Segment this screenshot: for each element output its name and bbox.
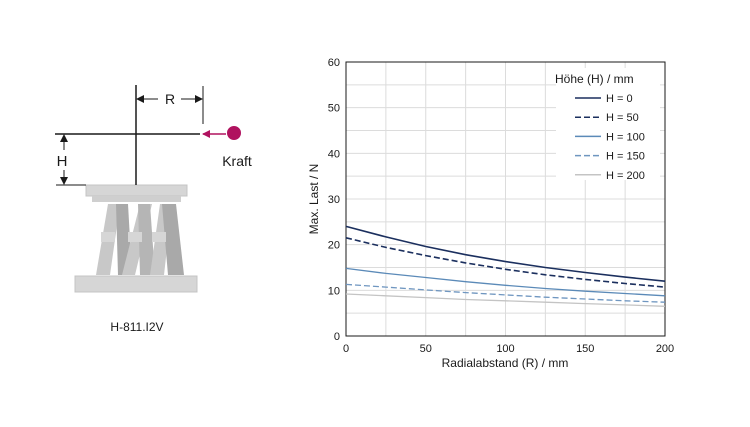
y-tick-label: 10 xyxy=(328,285,340,297)
y-axis-label: Max. Last / N xyxy=(307,164,321,235)
top-plate-rim xyxy=(92,196,181,202)
legend-label: H = 50 xyxy=(606,112,639,124)
y-tick-label: 40 xyxy=(328,148,340,160)
x-tick-label: 200 xyxy=(656,343,674,355)
height-label: H xyxy=(57,153,68,170)
series-line xyxy=(345,237,666,288)
legend-label: H = 200 xyxy=(606,170,645,182)
legend-label: H = 100 xyxy=(606,131,645,143)
strut-group xyxy=(96,204,184,275)
legend-items: H = 0 H = 50 H = 100 H = 150 H = 200 xyxy=(575,93,645,182)
series-line xyxy=(345,293,666,307)
joint xyxy=(128,232,142,242)
legend-title: Höhe (H) / mm xyxy=(555,72,634,86)
x-axis-label: Radialabstand (R) / mm xyxy=(442,356,569,370)
force-dot xyxy=(227,126,241,140)
y-tick-labels: 0 10 20 30 40 50 60 xyxy=(328,57,340,343)
legend-box xyxy=(556,68,660,180)
series-line xyxy=(345,267,666,297)
top-plate xyxy=(85,184,188,197)
y-tick-label: 60 xyxy=(328,57,340,69)
x-tick-label: 0 xyxy=(343,343,349,355)
x-tick-label: 100 xyxy=(496,343,514,355)
radius-label: R xyxy=(165,91,175,107)
y-tick-label: 0 xyxy=(334,331,340,343)
y-tick-label: 50 xyxy=(328,103,340,115)
base-plate xyxy=(74,275,198,293)
series-lines xyxy=(345,225,666,307)
series-line xyxy=(345,225,666,282)
x-tick-label: 50 xyxy=(420,343,432,355)
legend-label: H = 0 xyxy=(606,93,633,105)
x-tick-labels: 0 50 100 150 200 xyxy=(343,343,674,355)
legend-label: H = 150 xyxy=(606,151,645,163)
load-chart: 0 50 100 150 200 0 10 20 30 40 50 60 Radialabstand… xyxy=(307,57,674,370)
hexapod-diagram: R H Kraft H-811.I2V xyxy=(55,85,252,334)
strut xyxy=(138,204,155,275)
model-label: H-811.I2V xyxy=(110,320,163,334)
series-line xyxy=(345,283,666,303)
force-label: Kraft xyxy=(222,153,252,169)
strut xyxy=(162,204,184,275)
y-tick-label: 20 xyxy=(328,240,340,252)
y-tick-label: 30 xyxy=(328,194,340,206)
joint xyxy=(101,232,115,242)
joint xyxy=(152,232,166,242)
plot-frame xyxy=(345,61,666,337)
x-tick-label: 150 xyxy=(576,343,594,355)
